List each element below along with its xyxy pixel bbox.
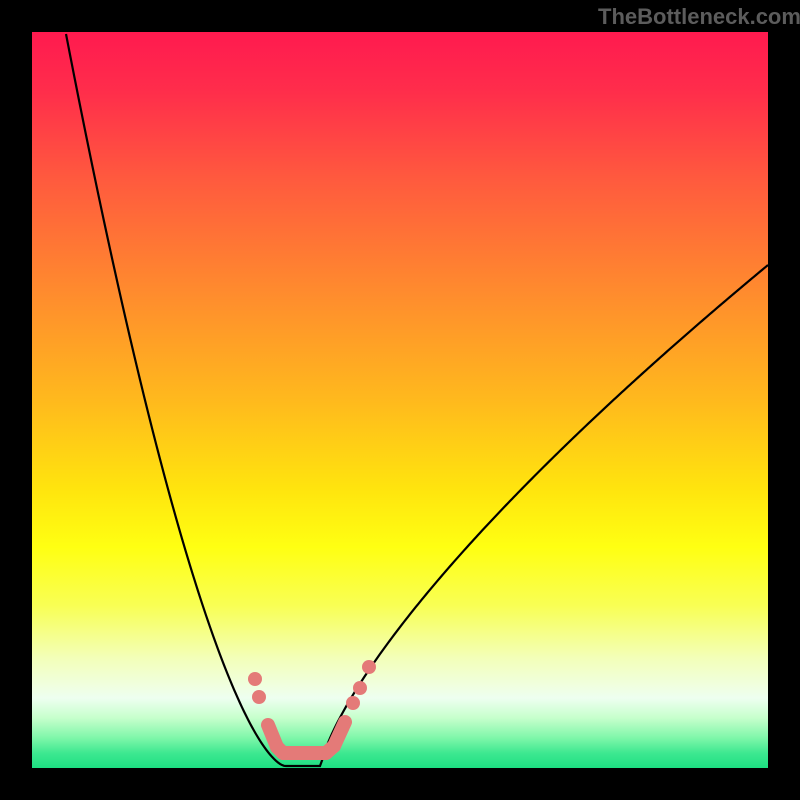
plot-area: [32, 32, 768, 768]
chart-frame: TheBottleneck.com: [0, 0, 800, 800]
watermark-text: TheBottleneck.com: [598, 4, 800, 30]
